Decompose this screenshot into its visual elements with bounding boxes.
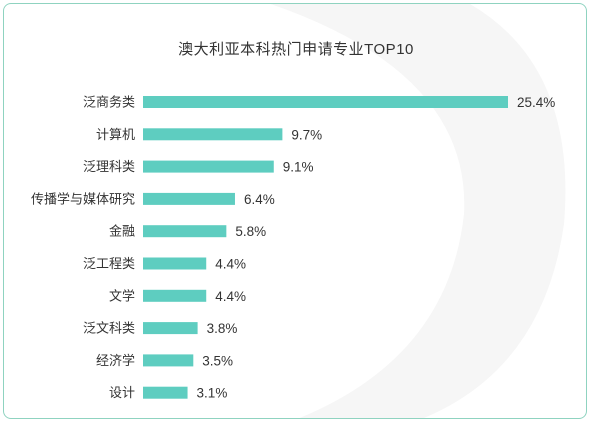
chart-title: 澳大利亚本科热门申请专业TOP10	[178, 41, 414, 58]
value-label: 6.4%	[244, 192, 275, 207]
bar	[143, 322, 198, 335]
bar	[143, 96, 508, 108]
value-label: 4.4%	[215, 257, 246, 272]
bar	[143, 160, 274, 173]
value-label: 3.5%	[202, 353, 233, 368]
category-label: 泛商务类	[83, 95, 135, 111]
bar	[143, 192, 235, 205]
category-label: 经济学	[96, 353, 135, 369]
category-label: 泛文科类	[83, 322, 135, 337]
value-label: 25.4%	[517, 95, 555, 110]
bar	[143, 128, 283, 141]
category-label: 计算机	[96, 128, 135, 143]
category-label: 设计	[109, 386, 135, 401]
value-label: 3.8%	[207, 321, 238, 336]
value-label: 5.8%	[235, 224, 266, 239]
category-label: 传播学与媒体研究	[31, 191, 135, 207]
bar	[143, 386, 188, 399]
category-label: 泛工程类	[83, 257, 135, 272]
bar	[143, 257, 207, 270]
bar-chart: 泛商务类 25.4% 计算机 9.7% 泛理科类 9.1% 传播学与媒体研究 6.4% 金融 5.…	[31, 95, 555, 402]
category-label: 文学	[109, 288, 135, 304]
bar	[143, 225, 227, 238]
value-label: 4.4%	[215, 289, 246, 304]
chart-frame: 澳大利亚本科热门申请专业TOP10 泛商务类 25.4% 计算机 9.7% 泛理科类 9.…	[3, 3, 587, 419]
bar	[143, 354, 194, 367]
value-label: 9.7%	[291, 127, 322, 142]
value-label: 3.1%	[197, 386, 228, 401]
bar	[143, 289, 207, 302]
category-label: 金融	[109, 224, 135, 240]
category-label: 泛理科类	[83, 160, 135, 175]
value-label: 9.1%	[283, 160, 314, 175]
